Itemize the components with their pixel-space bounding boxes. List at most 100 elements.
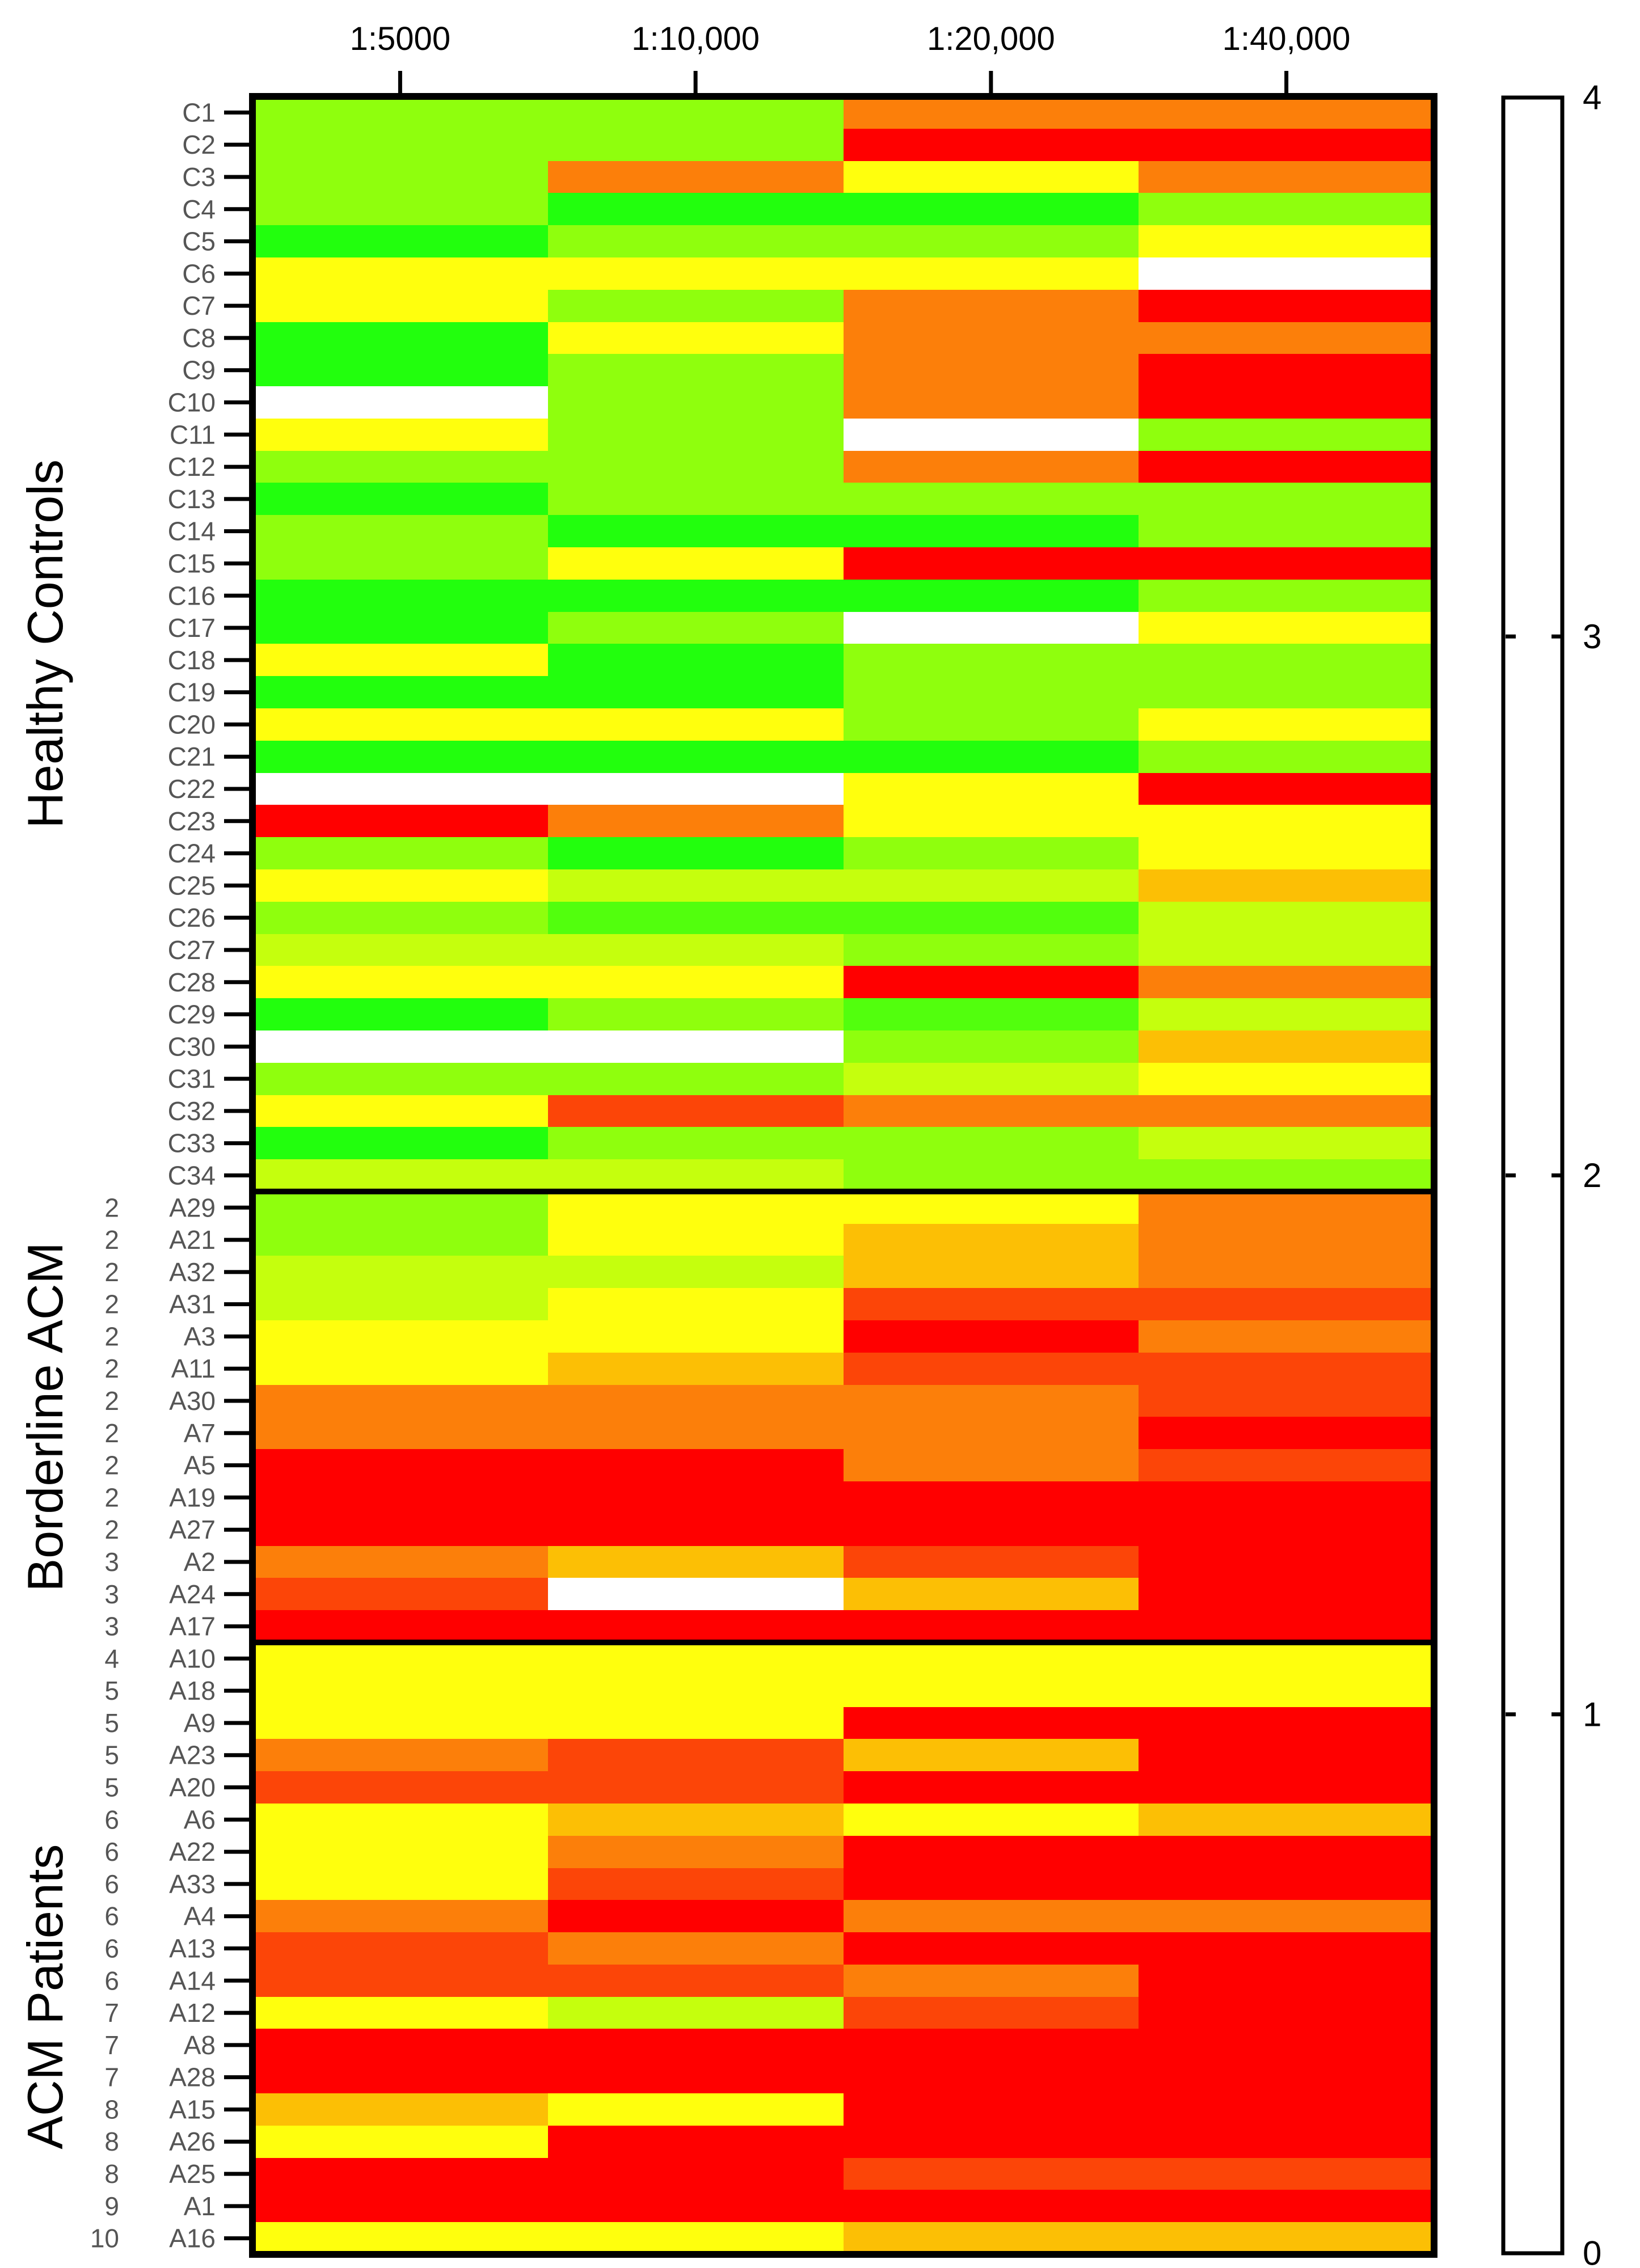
heatmap-cell-A29-1 xyxy=(252,1192,549,1224)
heatmap-cell-C34-3 xyxy=(844,1159,1139,1192)
heatmap-cell-C28-2 xyxy=(548,966,844,999)
heatmap-cell-A12-1 xyxy=(252,1997,549,2029)
heatmap-cell-A7-3 xyxy=(844,1417,1139,1450)
row-label: C25 xyxy=(168,871,216,900)
heatmap-cell-A6-2 xyxy=(548,1804,844,1836)
heatmap-cell-A23-1 xyxy=(252,1739,549,1772)
row-label: C21 xyxy=(168,742,216,771)
heatmap-cell-C15-4 xyxy=(1139,547,1435,580)
severity-score: 2 xyxy=(104,1451,119,1480)
heatmap-cell-A27-2 xyxy=(548,1514,844,1547)
severity-score: 5 xyxy=(104,1708,119,1738)
severity-score: 2 xyxy=(104,1193,119,1222)
heatmap-cell-A26-3 xyxy=(844,2126,1139,2159)
heatmap-cell-C14-4 xyxy=(1139,515,1435,548)
heatmap-cell-C30-4 xyxy=(1139,1030,1435,1063)
row-label: A23 xyxy=(169,1741,216,1770)
heatmap-cell-C2-4 xyxy=(1139,129,1435,162)
heatmap-cell-C26-1 xyxy=(252,902,549,935)
heatmap-cell-A32-1 xyxy=(252,1256,549,1289)
heatmap-cell-C32-2 xyxy=(548,1095,844,1127)
heatmap-cell-C33-1 xyxy=(252,1127,549,1160)
row-label: A7 xyxy=(184,1418,216,1448)
heatmap-cell-C24-2 xyxy=(548,837,844,870)
heatmap-cell-A33-3 xyxy=(844,1868,1139,1900)
row-label: C30 xyxy=(168,1032,216,1061)
heatmap-cell-C4-1 xyxy=(252,193,549,226)
heatmap-cell-C22-1 xyxy=(252,773,549,805)
heatmap-cell-A5-2 xyxy=(548,1449,844,1482)
column-label: 1:40,000 xyxy=(1222,20,1351,57)
heatmap-cell-C8-1 xyxy=(252,322,549,354)
severity-score: 5 xyxy=(104,1741,119,1770)
row-label: C9 xyxy=(182,356,216,385)
group-label: Borderline ACM xyxy=(17,1242,73,1591)
heatmap-cell-C6-2 xyxy=(548,257,844,290)
severity-score: 3 xyxy=(104,1612,119,1641)
heatmap-cell-A22-2 xyxy=(548,1836,844,1869)
heatmap-cell-A10-3 xyxy=(844,1642,1139,1675)
heatmap-cell-A33-1 xyxy=(252,1868,549,1900)
heatmap-cell-C21-4 xyxy=(1139,741,1435,774)
row-label: C18 xyxy=(168,645,216,675)
heatmap-cell-C15-3 xyxy=(844,547,1139,580)
heatmap-cell-C20-2 xyxy=(548,708,844,741)
heatmap-cell-C11-1 xyxy=(252,419,549,451)
row-label: C19 xyxy=(168,678,216,707)
heatmap-cell-C8-3 xyxy=(844,322,1139,354)
severity-score: 4 xyxy=(104,1644,119,1673)
row-label: C28 xyxy=(168,968,216,997)
row-label: A9 xyxy=(184,1708,216,1738)
heatmap-cell-C10-1 xyxy=(252,386,549,419)
row-label: C31 xyxy=(168,1064,216,1093)
column-label: 1:20,000 xyxy=(927,20,1055,57)
heatmap-cell-C29-1 xyxy=(252,998,549,1031)
heatmap-cell-C5-3 xyxy=(844,225,1139,258)
heatmap-cell-A1-2 xyxy=(548,2190,844,2223)
heatmap-cell-A19-4 xyxy=(1139,1481,1435,1514)
severity-score: 2 xyxy=(104,1321,119,1351)
severity-score: 7 xyxy=(104,2030,119,2060)
heatmap-cell-C30-1 xyxy=(252,1030,549,1063)
heatmap-cell-A27-1 xyxy=(252,1514,549,1547)
heatmap-cell-A3-4 xyxy=(1139,1320,1435,1353)
row-label: A32 xyxy=(169,1257,216,1287)
heatmap-cell-C19-2 xyxy=(548,676,844,709)
heatmap-cell-C10-3 xyxy=(844,386,1139,419)
heatmap-cell-C31-2 xyxy=(548,1063,844,1096)
severity-score: 6 xyxy=(104,1869,119,1899)
heatmap-cell-A31-2 xyxy=(548,1288,844,1321)
heatmap-cell-C12-4 xyxy=(1139,451,1435,483)
heatmap-cell-C1-2 xyxy=(548,96,844,129)
heatmap-cell-C18-3 xyxy=(844,644,1139,677)
heatmap-cell-C28-4 xyxy=(1139,966,1435,999)
heatmap-cell-C32-3 xyxy=(844,1095,1139,1127)
heatmap-cell-A23-4 xyxy=(1139,1739,1435,1772)
heatmap-cell-A13-4 xyxy=(1139,1932,1435,1965)
heatmap-cell-C4-4 xyxy=(1139,193,1435,226)
heatmap-cell-A29-4 xyxy=(1139,1192,1435,1224)
row-label: A29 xyxy=(169,1193,216,1222)
heatmap-cell-C20-1 xyxy=(252,708,549,741)
heatmap-cell-C26-4 xyxy=(1139,902,1435,935)
heatmap-cell-A4-1 xyxy=(252,1900,549,1933)
colorbar-tick-label: 2 xyxy=(1583,1156,1601,1194)
row-label: C23 xyxy=(168,806,216,836)
heatmap-cell-A9-3 xyxy=(844,1707,1139,1739)
row-label: C15 xyxy=(168,548,216,578)
heatmap-cell-A4-4 xyxy=(1139,1900,1435,1933)
severity-score: 2 xyxy=(104,1483,119,1512)
severity-score: 8 xyxy=(104,2127,119,2156)
row-label: A13 xyxy=(169,1933,216,1963)
severity-score: 7 xyxy=(104,2063,119,2092)
heatmap-cell-C26-3 xyxy=(844,902,1139,935)
heatmap-cell-C30-3 xyxy=(844,1030,1139,1063)
heatmap-cell-C13-3 xyxy=(844,483,1139,516)
row-label: C20 xyxy=(168,709,216,739)
heatmap-cell-C24-4 xyxy=(1139,837,1435,870)
heatmap-cell-A9-4 xyxy=(1139,1707,1435,1739)
heatmap-cell-A5-3 xyxy=(844,1449,1139,1482)
severity-score: 2 xyxy=(104,1354,119,1383)
row-ticks xyxy=(224,110,252,2241)
